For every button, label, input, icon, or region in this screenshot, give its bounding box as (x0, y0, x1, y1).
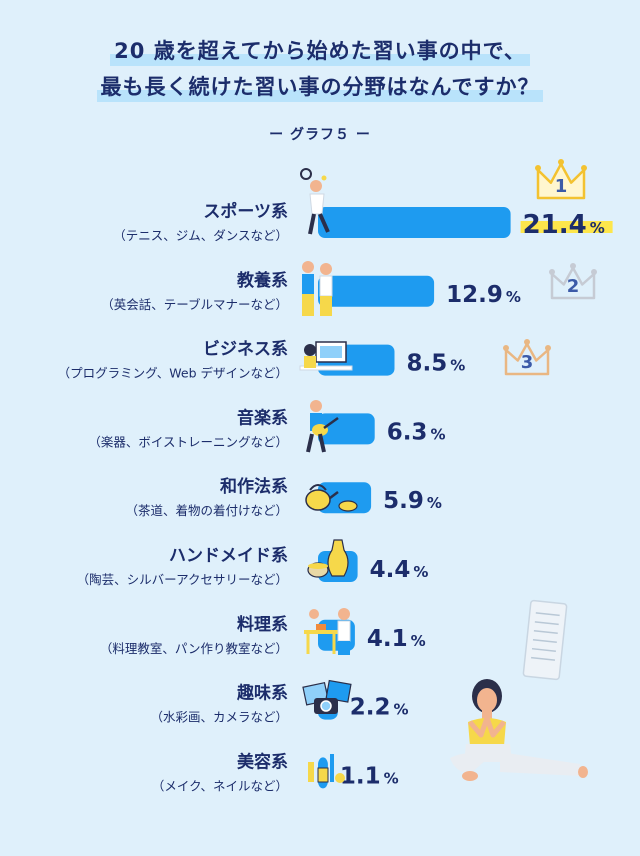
rank-crown-1: 1 (535, 159, 587, 200)
rank-number: 2 (567, 276, 580, 297)
category-label: 教養系 (236, 270, 288, 291)
category-label: 和作法系 (220, 476, 288, 497)
data-label: 2.2% (350, 695, 409, 721)
rank-number: 3 (521, 352, 534, 373)
category-sublabel: （水彩画、カメラなど） (150, 710, 288, 725)
category-sublabel: （テニス、ジム、ダンスなど） (113, 228, 288, 243)
tennis-player-icon (300, 168, 330, 235)
value-highlight (520, 221, 613, 233)
cosmetics-icon (308, 754, 345, 783)
category-label: 趣味系 (236, 683, 288, 704)
category-label: 美容系 (237, 751, 288, 772)
category-sublabel: （茶道、着物の着付けなど） (125, 503, 288, 518)
data-label: 1.1% (340, 763, 399, 789)
data-label: 21.4% (523, 210, 605, 240)
teapot-icon (305, 484, 358, 512)
cooking-icon (304, 608, 351, 655)
data-label: 8.5% (407, 351, 466, 377)
data-label: 5.9% (383, 488, 442, 514)
category-sublabel: （プログラミング、Web デザインなど） (58, 366, 288, 381)
category-sublabel: （楽器、ボイストレーニングなど） (88, 434, 288, 449)
title-line-1: 20 歳を超えてから始めた習い事の中で、 (110, 36, 530, 66)
camera-photos-icon (302, 679, 352, 714)
category-label: ビジネス系 (203, 340, 288, 360)
computer-desk-icon (299, 341, 353, 371)
category-sublabel: （英会話、テーブルマナーなど） (101, 297, 288, 312)
pottery-icon (307, 539, 349, 578)
chart-title: 20 歳を超えてから始めた習い事の中で、 最も長く続けた習い事の分野はなんですか… (0, 36, 640, 102)
category-sublabel: （陶芸、シルバーアクセサリーなど） (77, 572, 288, 587)
title-line-2: 最も長く続けた習い事の分野はなんですか？ (96, 72, 544, 102)
guitarist-icon (306, 400, 339, 453)
category-sublabel: （メイク、ネイルなど） (152, 778, 288, 793)
data-label: 4.4% (370, 557, 429, 583)
chart-subtitle: ー グラフ５ ー (269, 127, 371, 143)
yoga-woman-icon (450, 679, 588, 781)
category-label: ハンドメイド系 (169, 546, 288, 566)
rank-number: 1 (555, 176, 568, 197)
bar (318, 482, 372, 514)
category-label: 音楽系 (237, 407, 288, 428)
category-sublabel: （料理教室、パン作り教室など） (100, 641, 288, 656)
data-label: 6.3% (387, 419, 446, 445)
rank-crown-2: 2 (549, 263, 597, 300)
teacher-student-icon (302, 261, 333, 316)
bar (318, 207, 511, 238)
category-label: スポーツ系 (203, 201, 288, 222)
bar (318, 275, 435, 307)
rank-crown-3: 3 (503, 339, 551, 376)
data-label: 4.1% (367, 626, 426, 652)
category-label: 料理系 (237, 614, 288, 635)
data-label: 12.9% (446, 282, 521, 308)
notepad-icon (522, 599, 568, 681)
